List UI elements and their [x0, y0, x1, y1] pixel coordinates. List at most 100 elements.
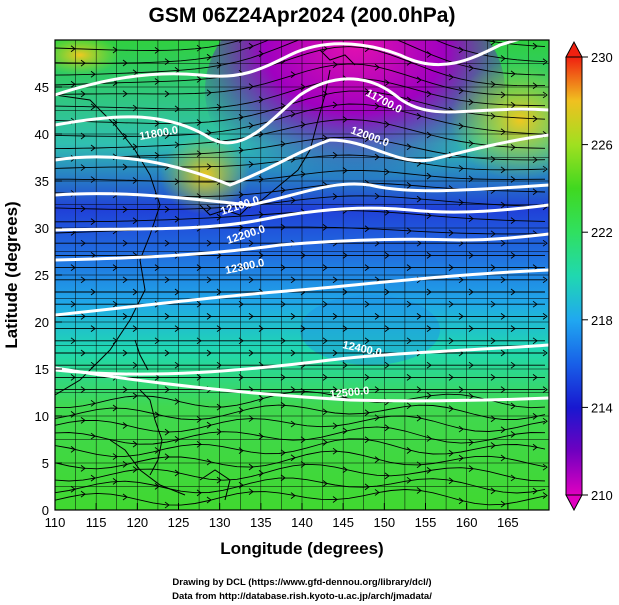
- wind-arrow: [374, 63, 380, 71]
- wind-arrow: [542, 417, 548, 425]
- wind-arrow: [216, 325, 222, 332]
- wind-arrow: [458, 199, 464, 206]
- wind-arrow: [490, 337, 496, 345]
- wind-arrow: [238, 40, 243, 43]
- wind-arrow: [112, 46, 118, 54]
- wind-arrow: [510, 474, 516, 482]
- wind-arrow: [216, 476, 222, 484]
- wind-arrow: [384, 325, 390, 332]
- y-tick-label: 5: [42, 456, 49, 471]
- wind-arrow: [206, 163, 212, 171]
- wind-arrow: [258, 470, 264, 477]
- wind-arrow: [448, 405, 454, 413]
- wind-arrow: [510, 325, 516, 332]
- x-axis: 110 115 120 125 130 135 140 145 150 155 160 165: [45, 503, 519, 530]
- wind-arrow: [374, 386, 380, 393]
- wind-arrow: [132, 143, 138, 151]
- y-tick-label: 20: [35, 315, 49, 330]
- wind-arrow: [364, 88, 370, 95]
- wind-arrow: [532, 300, 538, 308]
- wind-arrow: [258, 50, 264, 58]
- wind-arrow: [384, 121, 390, 128]
- wind-arrow: [154, 337, 160, 345]
- wind-arrow: [468, 64, 474, 72]
- x-tick-label: 130: [209, 515, 231, 530]
- wind-arrow: [458, 454, 464, 462]
- wind-arrow: [500, 313, 506, 320]
- wind-arrow: [122, 493, 128, 501]
- wind-arrow: [426, 435, 432, 442]
- wind-arrow: [80, 59, 86, 67]
- wind-arrow: [490, 81, 496, 88]
- wind-arrow: [322, 480, 328, 487]
- wind-arrow: [248, 463, 254, 471]
- wind-arrow: [280, 474, 286, 482]
- wind-arrow: [532, 115, 538, 123]
- wind-arrow: [426, 325, 432, 332]
- wind-arrow: [458, 46, 464, 54]
- wind-arrow: [216, 61, 222, 69]
- wind-arrow: [112, 264, 118, 271]
- wind-arrow: [300, 461, 306, 468]
- wind-arrow: [112, 477, 118, 485]
- wind-arrow: [248, 42, 254, 50]
- wind-arrow: [80, 276, 86, 284]
- wind-arrow: [364, 409, 370, 417]
- wind-arrow: [417, 31, 421, 37]
- wind-arrow: [206, 349, 212, 357]
- wind-arrow: [164, 58, 170, 65]
- wind-arrow: [90, 288, 96, 296]
- x-tick-label: 120: [126, 515, 148, 530]
- wind-arrow: [174, 435, 180, 443]
- wind-arrow: [112, 337, 118, 345]
- wind-arrow: [426, 131, 432, 139]
- wind-arrow: [80, 164, 86, 171]
- wind-arrow: [132, 466, 138, 473]
- wind-arrow: [468, 361, 474, 369]
- wind-arrow: [248, 488, 254, 496]
- wind-arrow: [448, 229, 454, 237]
- wind-arrow: [112, 404, 118, 412]
- wind-arrow: [406, 447, 412, 454]
- wind-arrow: [132, 288, 138, 296]
- wind-arrow: [500, 500, 506, 508]
- wind-arrow: [426, 466, 432, 474]
- wind-arrow: [364, 135, 370, 143]
- wind-arrow: [164, 276, 170, 284]
- wind-arrow: [164, 90, 170, 98]
- wind-arrow: [458, 425, 464, 433]
- wind-arrow: [154, 78, 160, 85]
- wind-arrow: [90, 218, 96, 225]
- wind-arrow: [448, 300, 454, 308]
- y-tick-label: 25: [35, 268, 49, 283]
- wind-arrow: [448, 337, 454, 345]
- wind-arrow: [458, 386, 464, 393]
- wind-arrow: [322, 408, 328, 416]
- wind-arrow: [406, 300, 412, 308]
- wind-arrow: [342, 427, 348, 435]
- wind-arrow: [406, 264, 412, 271]
- warm-region-nw: [55, 40, 120, 75]
- wind-arrow: [248, 349, 254, 357]
- wind-arrow: [80, 205, 86, 213]
- x-tick-label: 115: [86, 515, 107, 530]
- contour-line: [55, 268, 549, 317]
- wind-arrow: [196, 150, 202, 158]
- y-tick-label: 30: [35, 221, 49, 236]
- wind-arrow: [122, 206, 128, 213]
- wind-arrow: [510, 176, 516, 183]
- wind-arrow: [468, 252, 474, 259]
- wind-arrow: [290, 420, 296, 428]
- wind-arrow: [458, 313, 464, 320]
- x-axis-label: Longitude (degrees): [220, 539, 383, 558]
- wind-arrow: [248, 276, 254, 284]
- colorbar-tick-label: 222: [591, 225, 613, 240]
- wind-arrow: [490, 264, 496, 271]
- wind-arrow: [416, 313, 422, 320]
- wind-arrow: [196, 337, 202, 345]
- contour-line: [55, 366, 549, 403]
- contour-label: 12500.0: [329, 385, 370, 401]
- wind-arrow: [406, 182, 412, 189]
- wind-arrow: [364, 483, 370, 491]
- wind-arrow: [238, 447, 244, 455]
